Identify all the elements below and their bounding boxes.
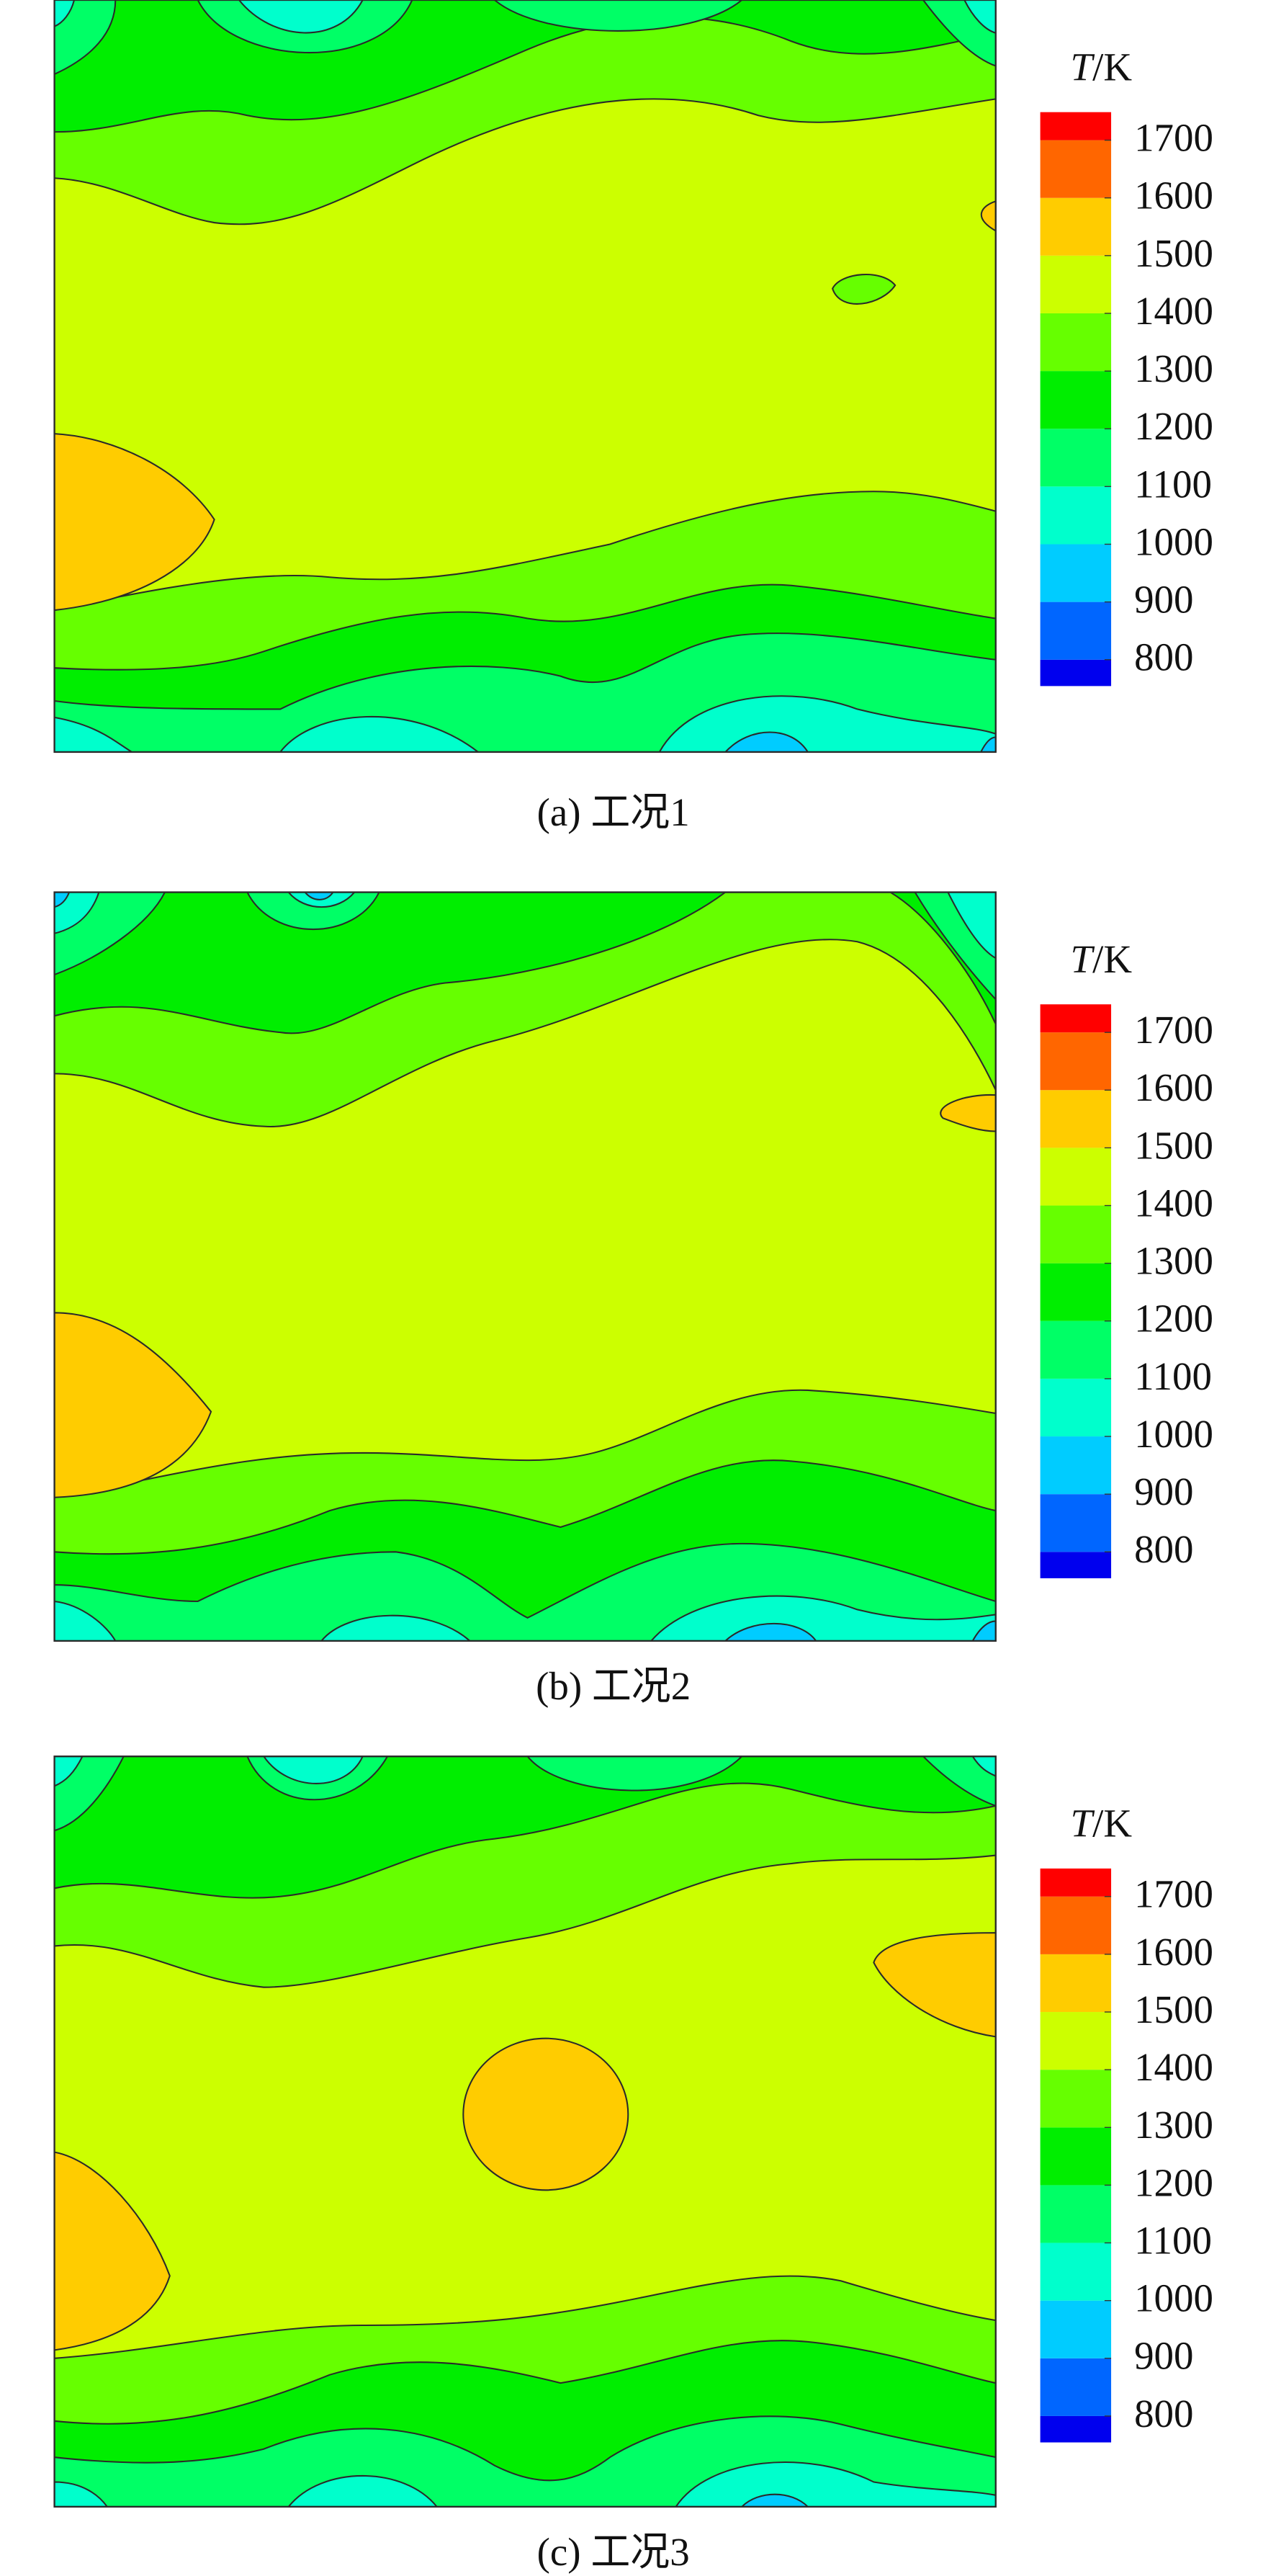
plot-frame bbox=[53, 891, 997, 1642]
colorbar-tick-label: 1300 bbox=[1134, 2103, 1213, 2147]
colorbar-label-unit: /K bbox=[1092, 937, 1132, 981]
colorbar-band bbox=[1040, 659, 1112, 687]
colorbar-label-symbol: T bbox=[1071, 45, 1095, 89]
contour-region bbox=[832, 273, 897, 305]
colorbar-band bbox=[1040, 486, 1112, 545]
colorbar-tick-label: 1600 bbox=[1134, 174, 1213, 218]
colorbar-tick-label: 1000 bbox=[1134, 519, 1213, 563]
colorbar-band bbox=[1040, 1494, 1112, 1552]
colorbar-band bbox=[1040, 2012, 1112, 2070]
colorbar-tick-label: 1200 bbox=[1134, 2160, 1213, 2204]
colorbar-tick-label: 1400 bbox=[1134, 2045, 1213, 2089]
colorbar-tick-label: 1500 bbox=[1134, 1987, 1213, 2031]
colorbar-band bbox=[1040, 1896, 1112, 1954]
colorbar-tick-label: 1200 bbox=[1134, 404, 1213, 448]
colorbar-band bbox=[1040, 255, 1112, 313]
colorbar-band bbox=[1040, 1378, 1112, 1437]
colorbar-tick-label: 1100 bbox=[1134, 1354, 1212, 1398]
colorbar-band bbox=[1040, 1004, 1112, 1033]
caption: (b) 工况2 bbox=[536, 1664, 691, 1708]
contour-region bbox=[724, 731, 996, 752]
contour-region bbox=[54, 892, 996, 1034]
colorbar-tick-label: 1000 bbox=[1134, 2276, 1213, 2320]
colorbar-tick-label: 1600 bbox=[1134, 1065, 1213, 1109]
colorbar-tick-label: 1700 bbox=[1134, 1008, 1213, 1052]
colorbar-tick-label: 1600 bbox=[1134, 1930, 1213, 1974]
plot-frame bbox=[53, 1756, 997, 2508]
colorbar-band bbox=[1040, 371, 1112, 429]
colorbar-tick-label: 1300 bbox=[1134, 1239, 1213, 1283]
colorbar-tick-label: 800 bbox=[1134, 2392, 1193, 2436]
colorbar-tick-label: 1200 bbox=[1134, 1297, 1213, 1341]
panel: 80090010001100120013001400150016001700T/… bbox=[53, 0, 1213, 834]
panel: 80090010001100120013001400150016001700T/… bbox=[53, 1756, 1213, 2574]
colorbar-band bbox=[1040, 2127, 1112, 2186]
colorbar-band bbox=[1040, 112, 1112, 140]
colorbar-tick-label: 900 bbox=[1134, 578, 1193, 622]
colorbar-tick-label: 1400 bbox=[1134, 289, 1213, 333]
contour-region bbox=[462, 2037, 629, 2191]
colorbar-tick-label: 1500 bbox=[1134, 231, 1213, 275]
colorbar-tick-label: 800 bbox=[1134, 635, 1193, 679]
colorbar-label: T/K bbox=[1071, 1801, 1133, 1845]
contour-region bbox=[54, 1932, 996, 2351]
colorbar-band bbox=[1040, 1436, 1112, 1495]
colorbar-band bbox=[1040, 2242, 1112, 2301]
colorbar-band bbox=[1040, 1263, 1112, 1321]
colorbar-band bbox=[1040, 2415, 1112, 2443]
colorbar-band bbox=[1040, 429, 1112, 487]
colorbar-tick-label: 1000 bbox=[1134, 1412, 1213, 1456]
colorbar-label-symbol: T bbox=[1071, 1801, 1095, 1845]
colorbar-band bbox=[1040, 2358, 1112, 2416]
colorbar-band bbox=[1040, 1320, 1112, 1379]
colorbar-label: T/K bbox=[1071, 45, 1133, 89]
colorbar-band bbox=[1040, 1954, 1112, 2013]
colorbar-label-symbol: T bbox=[1071, 937, 1095, 981]
colorbar-band bbox=[1040, 1032, 1112, 1091]
colorbar-tick-label: 1500 bbox=[1134, 1123, 1213, 1167]
colorbar-band bbox=[1040, 140, 1112, 198]
colorbar-band bbox=[1040, 313, 1112, 372]
colorbar-tick-label: 1300 bbox=[1134, 346, 1213, 390]
colorbar-label-unit: /K bbox=[1092, 1801, 1132, 1845]
colorbar-band bbox=[1040, 544, 1112, 602]
colorbar-band bbox=[1040, 2185, 1112, 2243]
contour-field bbox=[54, 0, 996, 752]
colorbar-band bbox=[1040, 1090, 1112, 1148]
colorbar-tick-label: 1400 bbox=[1134, 1181, 1213, 1225]
panel: 80090010001100120013001400150016001700T/… bbox=[53, 891, 1213, 1708]
colorbar-band bbox=[1040, 2300, 1112, 2358]
colorbar-tick-label: 1700 bbox=[1134, 115, 1213, 159]
contour-field bbox=[54, 1756, 996, 2507]
caption: (c) 工况3 bbox=[537, 2530, 690, 2574]
colorbar-band bbox=[1040, 1552, 1112, 1578]
contour-field bbox=[54, 892, 996, 1641]
colorbar-tick-label: 900 bbox=[1134, 1470, 1193, 1513]
colorbar-label-unit: /K bbox=[1092, 45, 1132, 89]
contour-region bbox=[724, 1620, 996, 1641]
plot-frame bbox=[53, 0, 997, 753]
colorbar-tick-label: 800 bbox=[1134, 1527, 1193, 1571]
colorbar-band bbox=[1040, 601, 1112, 660]
caption: (a) 工况1 bbox=[537, 790, 690, 834]
colorbar-band bbox=[1040, 1148, 1112, 1206]
colorbar-tick-label: 900 bbox=[1134, 2334, 1193, 2378]
colorbar-tick-label: 1100 bbox=[1134, 462, 1212, 506]
colorbar-band bbox=[1040, 1868, 1112, 1897]
colorbar-band bbox=[1040, 2070, 1112, 2128]
colorbar-label: T/K bbox=[1071, 937, 1133, 981]
colorbar-tick-label: 1700 bbox=[1134, 1872, 1213, 1916]
contour-region bbox=[740, 2493, 809, 2507]
contour-region bbox=[54, 1094, 996, 1498]
colorbar-tick-label: 1100 bbox=[1134, 2218, 1212, 2262]
colorbar-band bbox=[1040, 1205, 1112, 1264]
colorbar-band bbox=[1040, 197, 1112, 256]
